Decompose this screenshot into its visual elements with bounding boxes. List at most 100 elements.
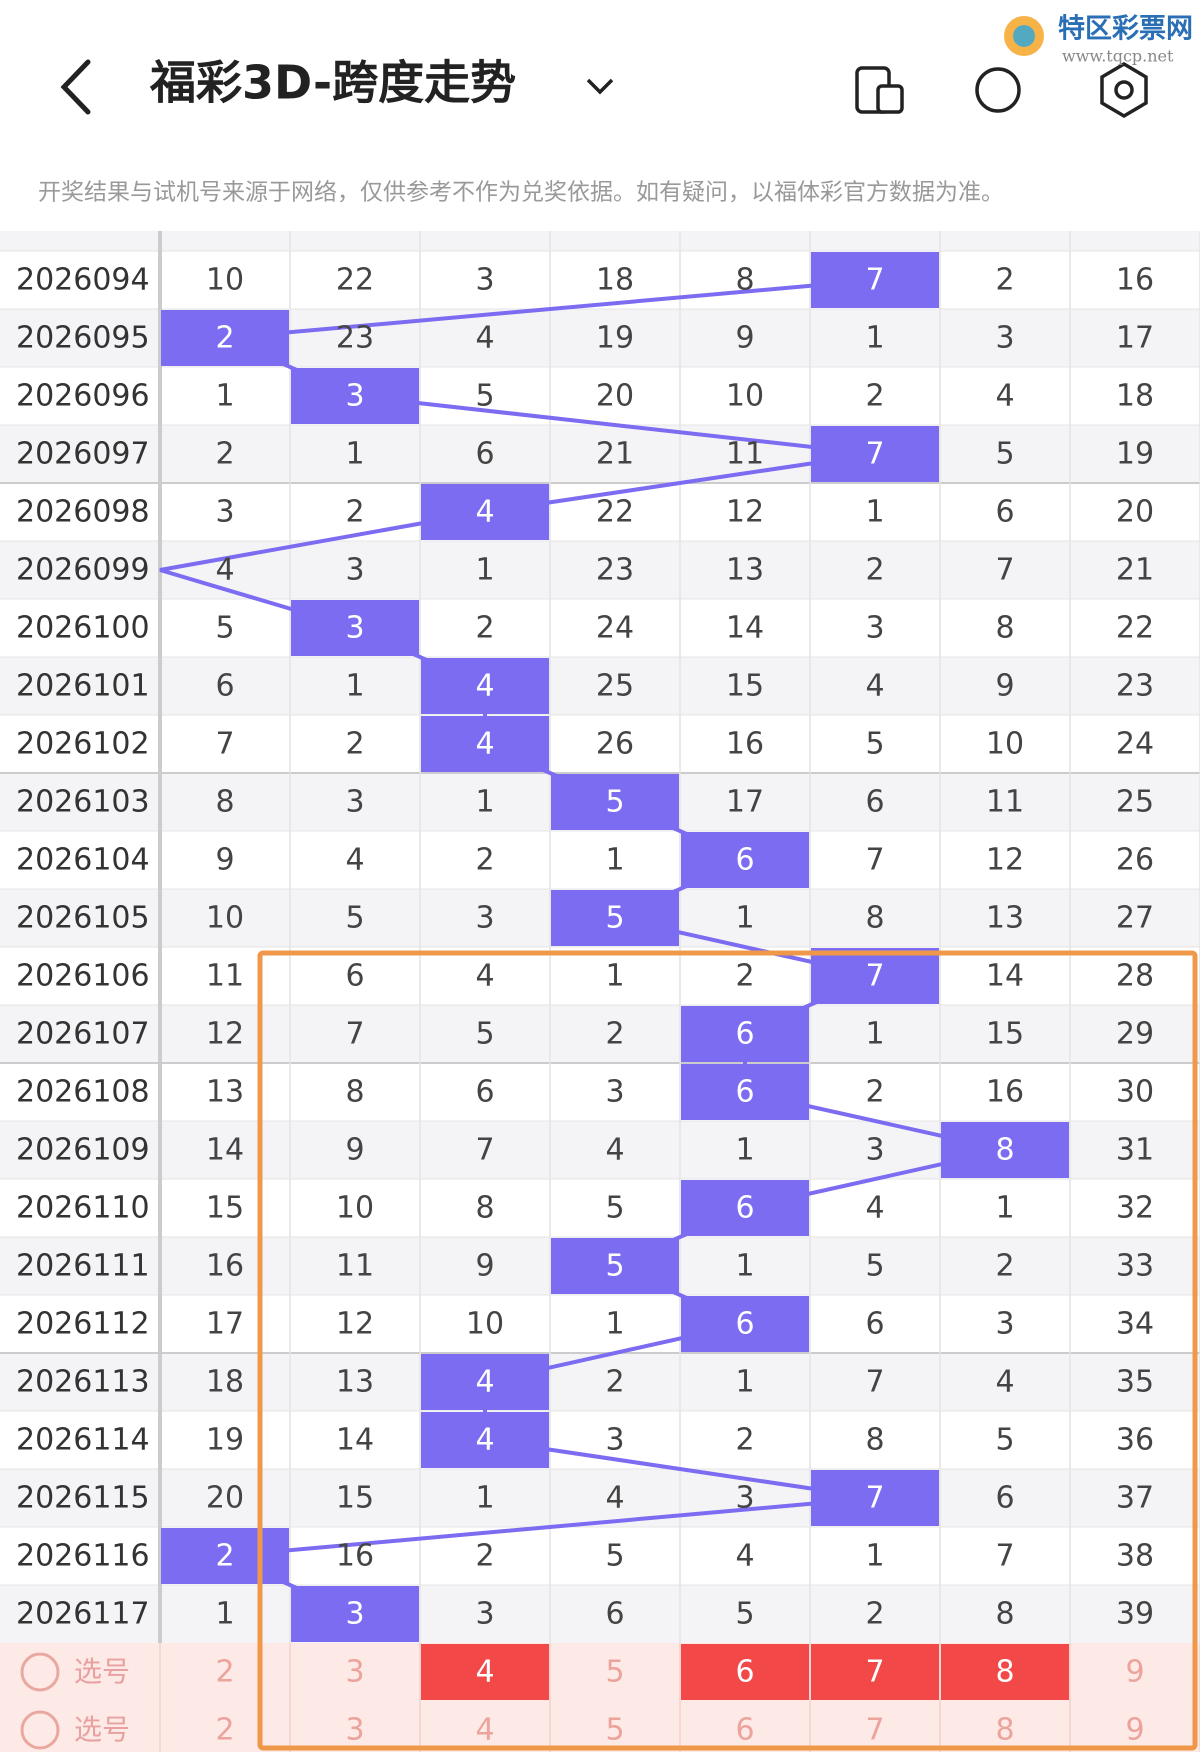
- select-number[interactable]: 2: [215, 1655, 234, 1690]
- omission-value: 4: [605, 1133, 624, 1168]
- omission-value: 1: [735, 1365, 754, 1400]
- omission-value: 6: [865, 1307, 884, 1342]
- select-number[interactable]: 3: [345, 1655, 364, 1690]
- select-number[interactable]: 4: [475, 1713, 494, 1748]
- omission-value: 7: [865, 843, 884, 878]
- omission-value: 1: [475, 1481, 494, 1516]
- omission-value: 6: [215, 669, 234, 704]
- omission-value: 16: [726, 727, 764, 762]
- row-bg: [0, 1411, 1200, 1469]
- period: 2026112: [16, 1307, 150, 1342]
- omission-value: 21: [596, 437, 634, 472]
- back-button[interactable]: [60, 59, 91, 115]
- selected-ball: [941, 1644, 1069, 1700]
- select-number[interactable]: 5: [605, 1713, 624, 1748]
- hit-value: 2: [215, 1539, 234, 1574]
- row-bg: [0, 1005, 1200, 1063]
- omission-value: 2: [475, 611, 494, 646]
- omission-value: 3: [735, 1481, 754, 1516]
- select-number[interactable]: 9: [1125, 1713, 1144, 1748]
- hit-value: 4: [475, 727, 494, 762]
- select-number[interactable]: 7: [865, 1655, 884, 1690]
- omission-value: 8: [865, 1423, 884, 1458]
- omission-value: 3: [215, 495, 234, 530]
- omission-value: 5: [605, 1191, 624, 1226]
- omission-value: 11: [726, 437, 764, 472]
- omission-value: 11: [206, 959, 244, 994]
- select-radio[interactable]: [20, 1652, 60, 1692]
- row-bg: [0, 1469, 1200, 1527]
- select-number[interactable]: 8: [995, 1655, 1014, 1690]
- omission-value: 19: [1116, 437, 1154, 472]
- select-number[interactable]: 8: [995, 1713, 1014, 1748]
- omission-value: 20: [1116, 495, 1154, 530]
- select-number[interactable]: 4: [475, 1655, 494, 1690]
- omission-value: 3: [475, 901, 494, 936]
- share-icon[interactable]: [975, 67, 1021, 113]
- omission-value: 9: [345, 1133, 364, 1168]
- omission-value: 32: [1116, 1191, 1154, 1226]
- omission-value: 5: [995, 1423, 1014, 1458]
- omission-value: 29: [1116, 1017, 1154, 1052]
- row-bg: [0, 715, 1200, 773]
- toolbar: [855, 61, 1148, 119]
- select-number[interactable]: 6: [735, 1713, 754, 1748]
- select-number[interactable]: 2: [215, 1713, 234, 1748]
- omission-value: 15: [206, 1191, 244, 1226]
- hit-value: 8: [995, 1133, 1014, 1168]
- row-bg: [0, 1295, 1200, 1353]
- period: 2026108: [16, 1075, 150, 1110]
- omission-value: 39: [1116, 1597, 1154, 1632]
- omission-value: 4: [345, 843, 364, 878]
- omission-value: 2: [865, 1075, 884, 1110]
- select-number[interactable]: 7: [865, 1713, 884, 1748]
- select-number[interactable]: 9: [1125, 1655, 1144, 1690]
- omission-value: 1: [735, 1249, 754, 1284]
- selected-ball: [421, 1644, 549, 1700]
- omission-value: 16: [206, 1249, 244, 1284]
- settings-icon[interactable]: [1100, 61, 1148, 119]
- hit-value: 5: [605, 785, 624, 820]
- hit-value: 7: [865, 437, 884, 472]
- select-number[interactable]: 3: [345, 1713, 364, 1748]
- omission-value: 13: [726, 553, 764, 588]
- notice: 开奖结果与试机号来源于网络，仅供参考不作为兑奖依据。如有疑问，以福体彩官方数据为…: [38, 180, 1004, 206]
- select-number[interactable]: 6: [735, 1655, 754, 1690]
- omission-value: 5: [215, 611, 234, 646]
- omission-value: 22: [336, 263, 374, 298]
- omission-value: 1: [865, 1017, 884, 1052]
- omission-value: 8: [345, 1075, 364, 1110]
- omission-value: 3: [345, 553, 364, 588]
- row-bg: [0, 541, 1200, 599]
- period: 2026110: [16, 1191, 150, 1226]
- omission-value: 2: [865, 379, 884, 414]
- row-bg: [0, 251, 1200, 309]
- omission-value: 10: [466, 1307, 504, 1342]
- omission-value: 10: [726, 379, 764, 414]
- select-label: 选号: [74, 1713, 130, 1746]
- omission-value: 15: [336, 1481, 374, 1516]
- select-number[interactable]: 5: [605, 1655, 624, 1690]
- omission-value: 10: [206, 263, 244, 298]
- omission-value: 1: [215, 379, 234, 414]
- hit-value: 6: [735, 1017, 754, 1052]
- omission-value: 14: [726, 611, 764, 646]
- omission-value: 13: [986, 901, 1024, 936]
- select-radio[interactable]: [20, 1710, 60, 1750]
- omission-value: 4: [605, 1481, 624, 1516]
- omission-value: 5: [995, 437, 1014, 472]
- omission-value: 6: [475, 1075, 494, 1110]
- omission-value: 28: [1116, 959, 1154, 994]
- omission-value: 16: [986, 1075, 1024, 1110]
- omission-value: 1: [605, 1307, 624, 1342]
- omission-value: 7: [215, 727, 234, 762]
- omission-value: 2: [215, 437, 234, 472]
- omission-value: 2: [995, 1249, 1014, 1284]
- omission-value: 2: [345, 495, 364, 530]
- dropdown[interactable]: [586, 78, 614, 95]
- hit-value: 7: [865, 263, 884, 298]
- period: 2026096: [16, 379, 150, 414]
- omission-value: 4: [865, 1191, 884, 1226]
- omission-value: 15: [726, 669, 764, 704]
